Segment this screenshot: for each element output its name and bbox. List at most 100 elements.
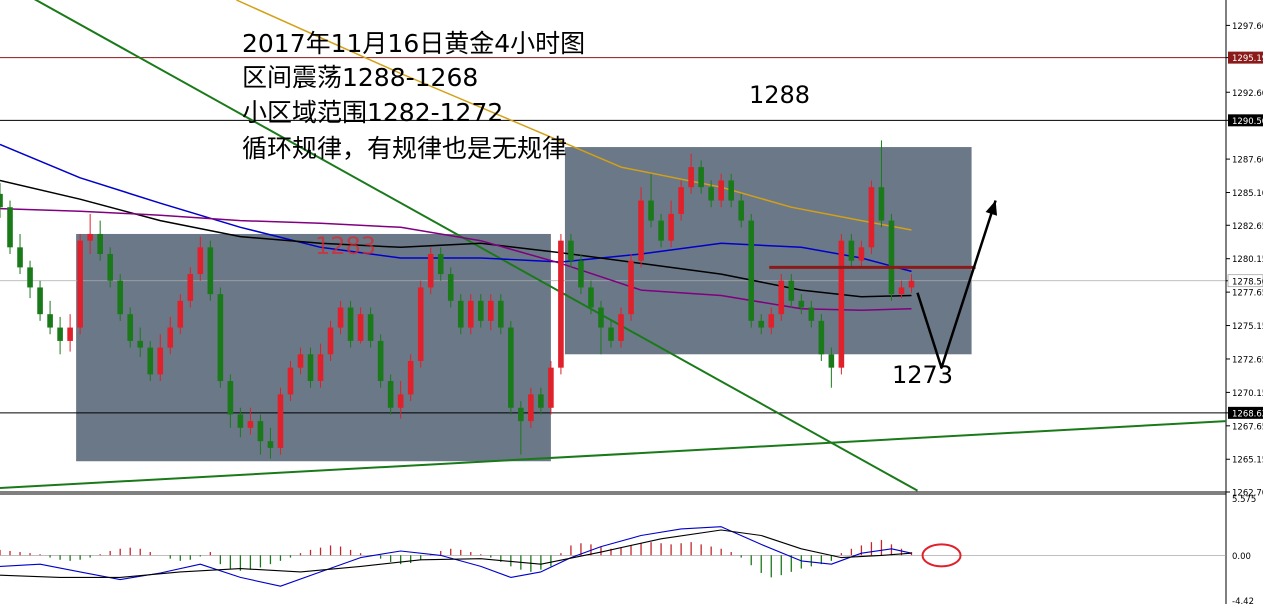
candle-body: [528, 394, 534, 422]
candle-body: [598, 307, 604, 328]
oscillator-black-line: [0, 529, 912, 578]
candle-body: [387, 381, 394, 408]
candle-body: [798, 300, 805, 308]
candle-body: [227, 381, 234, 415]
candle-body: [367, 314, 374, 341]
candle-body: [508, 327, 514, 408]
y-tick-label-17: 1262.70: [1232, 489, 1263, 499]
candle-body: [417, 287, 424, 361]
y-tick-label-16: 1265.15: [1232, 456, 1263, 466]
candle-body: [237, 414, 244, 428]
candle-body: [838, 240, 845, 368]
candle-body: [297, 354, 304, 368]
label-1288: 1288: [749, 81, 811, 109]
oscillator-y-tick-label-3: -4.42: [1232, 597, 1254, 607]
price-tag-label-2: 1295.19: [1232, 54, 1263, 64]
trendline-1: [33, 0, 918, 492]
candle-body: [267, 441, 274, 448]
candle-body: [778, 280, 785, 315]
candle-body: [768, 314, 775, 328]
y-tick-label-11: 1275.15: [1232, 322, 1263, 332]
oscillator-highlight-circle: [921, 543, 962, 568]
y-tick-label-15: 1267.65: [1232, 422, 1263, 432]
candle-body: [57, 327, 63, 341]
candle-body: [558, 240, 564, 368]
candle-body: [0, 193, 3, 208]
candle-body: [47, 314, 53, 328]
price-tag-box-2: [1228, 51, 1263, 64]
candle-body: [167, 327, 174, 348]
candle-body: [157, 347, 164, 375]
candle-body: [107, 254, 113, 281]
candle-body: [758, 320, 765, 328]
candle-body: [87, 233, 93, 241]
candle-body: [477, 300, 484, 321]
oscillator-y-tick-label-1: 5.575: [1232, 495, 1256, 505]
candle-body: [668, 213, 674, 241]
candle-body: [77, 240, 83, 328]
oscillator-blue-line: [0, 526, 912, 587]
candle-body: [718, 180, 724, 201]
candle-body: [17, 247, 23, 268]
candle-body: [407, 360, 414, 395]
ma-black-line: [0, 179, 912, 298]
candle-body: [117, 280, 123, 315]
price-tag-label-9: 1278.50: [1232, 277, 1263, 287]
y-tick-label-1: 1297.60: [1232, 22, 1263, 32]
candle-body: [788, 280, 795, 301]
candle-body: [828, 354, 835, 368]
candle-body: [538, 394, 544, 408]
candle-body: [357, 314, 364, 341]
candle-body: [247, 421, 254, 428]
candle-body: [147, 347, 154, 375]
candle-body: [708, 187, 714, 201]
y-tick-label-5: 1287.60: [1232, 156, 1263, 166]
projection-arrow-head: [985, 200, 998, 216]
candle-body: [287, 367, 294, 395]
candle-body: [658, 220, 664, 241]
candle-body: [888, 220, 895, 295]
price-tag-label-4: 1290.50: [1232, 117, 1263, 127]
candle-body: [878, 187, 885, 221]
projection-path: [916, 200, 997, 369]
candle-body: [177, 300, 184, 328]
candle-body: [818, 320, 825, 355]
annotation-title: 2017年11月16日黄金4小时图: [242, 29, 586, 58]
candle-body: [277, 394, 284, 448]
candle-body: [137, 340, 144, 348]
candle-body: [377, 340, 384, 382]
price-tag-box-14: [1228, 406, 1263, 419]
oscillator-y-tick-label-2: 0.00: [1232, 552, 1251, 562]
candle-body: [307, 354, 314, 382]
range-box-2: [564, 147, 972, 355]
candle-body: [207, 247, 214, 295]
y-tick-label-6: 1285.10: [1232, 189, 1263, 199]
candle-body: [898, 287, 905, 295]
ma-blue-line: [0, 143, 912, 273]
label-1283: 1283: [315, 232, 377, 260]
candle-body: [97, 233, 103, 255]
candle-body: [568, 240, 574, 261]
trendline-2: [0, 420, 1227, 489]
candle-body: [808, 307, 815, 321]
candle-body: [27, 267, 33, 288]
candle-body: [608, 327, 614, 341]
candle-body: [217, 294, 224, 382]
candle-body: [498, 300, 504, 328]
y-tick-label-7: 1282.65: [1232, 222, 1263, 232]
price-tag-label-14: 1268.62: [1232, 409, 1263, 419]
candle-body: [698, 167, 704, 188]
candle-body: [437, 254, 444, 275]
candle-body: [488, 300, 494, 321]
candle-body: [728, 180, 734, 201]
candle-body: [588, 287, 594, 308]
candle-body: [548, 367, 554, 408]
candle-body: [648, 200, 654, 221]
candle-body: [638, 200, 644, 261]
candle-body: [848, 240, 855, 261]
y-tick-label-3: 1292.60: [1232, 89, 1263, 99]
candle-body: [197, 247, 204, 275]
candle-body: [347, 307, 354, 341]
